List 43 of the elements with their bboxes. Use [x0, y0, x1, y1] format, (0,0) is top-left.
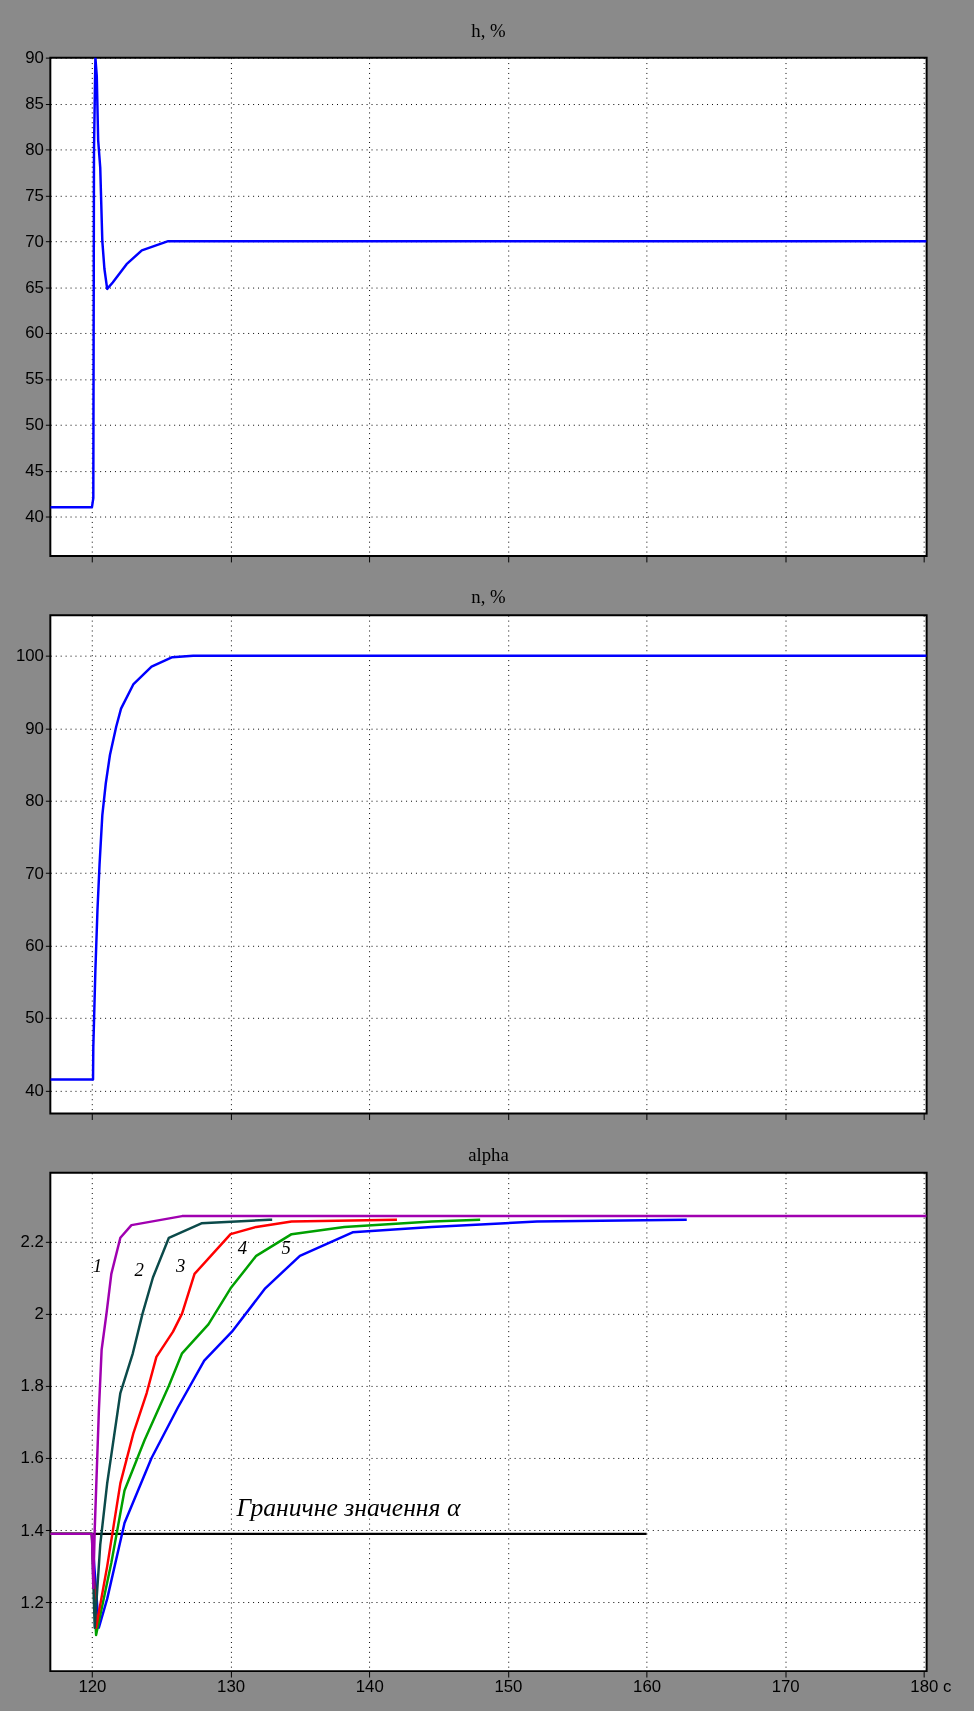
x-tick-label: 180 — [910, 1677, 939, 1697]
x-tick-label: 120 — [78, 1677, 107, 1697]
y-tick-label: 80 — [25, 791, 44, 811]
y-tick-label: 100 — [15, 646, 44, 666]
y-tick-label: 2 — [34, 1304, 44, 1324]
y-tick-label: 40 — [25, 1080, 44, 1100]
y-tick-label: 60 — [25, 935, 44, 955]
x-axis-title: с — [942, 1677, 952, 1697]
x-tick-label: 160 — [633, 1677, 662, 1697]
series-label: 1 — [92, 1254, 103, 1276]
line-series — [50, 1214, 927, 1590]
y-tick-label: 1.4 — [20, 1520, 44, 1540]
series-label: Граничне значення α — [235, 1493, 461, 1523]
y-tick-label: 45 — [25, 461, 44, 481]
series-label: 5 — [281, 1236, 291, 1258]
y-tick-label: 75 — [25, 185, 44, 205]
line-series — [50, 654, 927, 1081]
series-label: 4 — [237, 1236, 248, 1258]
y-tick-label: 40 — [25, 506, 44, 526]
y-tick-label: 65 — [25, 277, 44, 297]
x-tick-label: 140 — [355, 1677, 384, 1697]
chart-title: n, % — [471, 586, 506, 608]
y-tick-label: 80 — [25, 139, 44, 159]
x-tick-label: 130 — [217, 1677, 246, 1697]
series-label: 3 — [175, 1254, 186, 1276]
y-tick-label: 1.8 — [20, 1376, 44, 1396]
y-tick-label: 55 — [25, 369, 44, 389]
y-tick-label: 1.2 — [20, 1592, 44, 1612]
y-tick-label: 50 — [25, 1008, 44, 1028]
y-tick-label: 50 — [25, 415, 44, 435]
x-tick-label: 170 — [771, 1677, 800, 1697]
y-tick-label: 70 — [25, 863, 44, 883]
chart-title: alpha — [468, 1143, 510, 1165]
y-tick-label: 2.2 — [20, 1231, 44, 1251]
y-tick-label: 90 — [25, 718, 44, 738]
chart-title: h, % — [471, 19, 506, 41]
series-label: 2 — [134, 1258, 144, 1280]
y-tick-label: 60 — [25, 323, 44, 343]
y-tick-label: 1.6 — [20, 1448, 44, 1468]
y-tick-label: 85 — [25, 93, 44, 113]
y-tick-label: 70 — [25, 231, 44, 251]
y-tick-label: 90 — [25, 48, 44, 68]
x-tick-label: 150 — [494, 1677, 523, 1697]
